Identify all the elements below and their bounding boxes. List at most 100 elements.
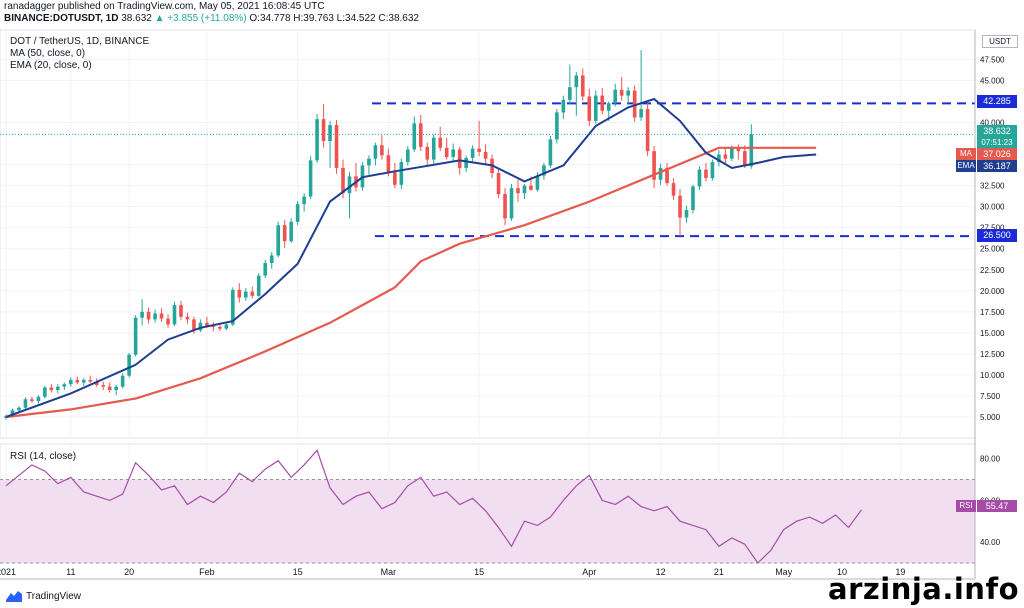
ma-legend[interactable]: MA (50, close, 0) <box>10 48 86 59</box>
candle-body <box>328 125 332 142</box>
candle-body <box>438 137 443 148</box>
y-tick-label: 10.000 <box>980 371 1005 380</box>
candle-body <box>548 139 553 166</box>
candle-body <box>665 167 669 184</box>
candle-body <box>269 255 274 264</box>
candle-body <box>658 167 663 180</box>
candle-body <box>503 194 507 219</box>
candle-body <box>263 263 268 276</box>
candle-body <box>302 196 306 205</box>
candle-body <box>431 137 436 160</box>
candle-body <box>470 148 475 158</box>
candle-body <box>282 225 287 242</box>
candle-body <box>496 173 501 195</box>
publisher-text: ranadagger published on TradingView.com,… <box>4 1 325 12</box>
candle-body <box>464 157 468 168</box>
candle-body <box>341 167 345 194</box>
candle-body <box>743 151 747 167</box>
x-tick-label: Feb <box>199 567 215 577</box>
candle-body <box>516 188 520 194</box>
x-tick-label: Apr <box>582 567 596 577</box>
rsi-tick-label: 40.00 <box>980 538 1001 547</box>
y-tick-label: 40.000 <box>980 119 1005 128</box>
y-tick-label: 32.500 <box>980 182 1005 191</box>
candle-body <box>30 399 34 401</box>
candle-body <box>17 407 21 411</box>
candle-body <box>386 155 391 173</box>
candle-body <box>697 169 702 187</box>
candle-body <box>185 316 190 320</box>
countdown-badge: 07:51:23 <box>977 137 1017 148</box>
candle-body <box>315 119 319 161</box>
rsi-line <box>5 449 862 564</box>
ema-legend[interactable]: EMA (20, close, 0) <box>10 60 92 71</box>
ma-label-badge: MA <box>956 148 976 160</box>
candle-body <box>192 319 196 331</box>
candle-body <box>406 149 410 163</box>
y-tick-label: 17.500 <box>980 308 1005 317</box>
x-tick-label: Mar <box>381 567 397 577</box>
tradingview-brand[interactable]: TradingView <box>6 590 81 602</box>
ema-value-badge: 36.187 <box>977 160 1017 172</box>
candle-body <box>75 379 80 383</box>
candle-body <box>36 396 41 401</box>
candle-body <box>568 87 572 100</box>
candle-body <box>418 123 423 147</box>
publish-line: ranadagger published on TradingView.com,… <box>4 1 325 12</box>
candle-body <box>295 204 300 222</box>
candle-body <box>678 195 682 218</box>
candle-body <box>94 381 99 386</box>
candle-body <box>483 151 488 159</box>
last-price: 38.632 <box>121 13 152 24</box>
y-tick-label: 25.000 <box>980 245 1005 254</box>
candle-body <box>529 185 533 190</box>
x-tick-label: 10 <box>837 567 847 577</box>
candle-body <box>250 291 255 296</box>
candle-body <box>205 322 209 327</box>
candle-body <box>179 305 183 317</box>
candle-body <box>451 149 455 158</box>
candle-body <box>276 225 280 256</box>
ema20-line <box>5 97 817 418</box>
ma50-line <box>5 146 817 419</box>
candle-body <box>587 96 592 121</box>
candle-body <box>159 313 164 319</box>
candle-body <box>211 326 216 328</box>
currency-tag[interactable]: USDT <box>982 35 1018 48</box>
candle-body <box>43 387 47 397</box>
rsi-tick-label: 80.00 <box>980 455 1001 464</box>
rsi-value-badge: 55.47 <box>977 500 1017 512</box>
price-grid <box>0 29 976 439</box>
candle-body <box>717 154 721 163</box>
candle-body <box>69 379 73 385</box>
moving-averages <box>5 97 817 419</box>
y-tick-label: 47.500 <box>980 55 1005 64</box>
candle-body <box>399 162 404 185</box>
price-axis: 5.000 7.500 10.000 12.500 15.000 17.500 20.000… <box>974 30 1005 579</box>
candle-body <box>509 188 514 219</box>
candle-body <box>88 379 93 382</box>
candle-body <box>321 119 326 142</box>
candle-body <box>555 112 559 140</box>
time-axis: 2021 11 20 Feb 15 Mar 15 Apr 12 21 May 10 19 <box>0 567 975 580</box>
y-tick-label: 15.000 <box>980 329 1005 338</box>
support-resistance-levels <box>0 102 975 238</box>
candle-body <box>425 146 430 160</box>
candle-body <box>671 183 676 196</box>
candle-body <box>593 95 598 121</box>
candle-body <box>606 103 611 111</box>
candle-body <box>114 386 118 391</box>
rsi-legend[interactable]: RSI (14, close) <box>10 451 77 462</box>
candle-body <box>710 162 715 179</box>
candle-body <box>613 89 618 104</box>
candle-body <box>127 354 131 376</box>
chart-title: DOT / TetherUS, 1D, BINANCE <box>10 36 150 47</box>
candle-body <box>62 384 67 387</box>
candle-body <box>334 125 339 168</box>
candle-body <box>289 221 293 242</box>
y-tick-label: 12.500 <box>980 350 1005 359</box>
candle-body <box>133 317 138 355</box>
rsi-band <box>0 479 975 563</box>
candle-body <box>153 313 157 320</box>
ema-label-badge: EMA <box>956 160 976 172</box>
